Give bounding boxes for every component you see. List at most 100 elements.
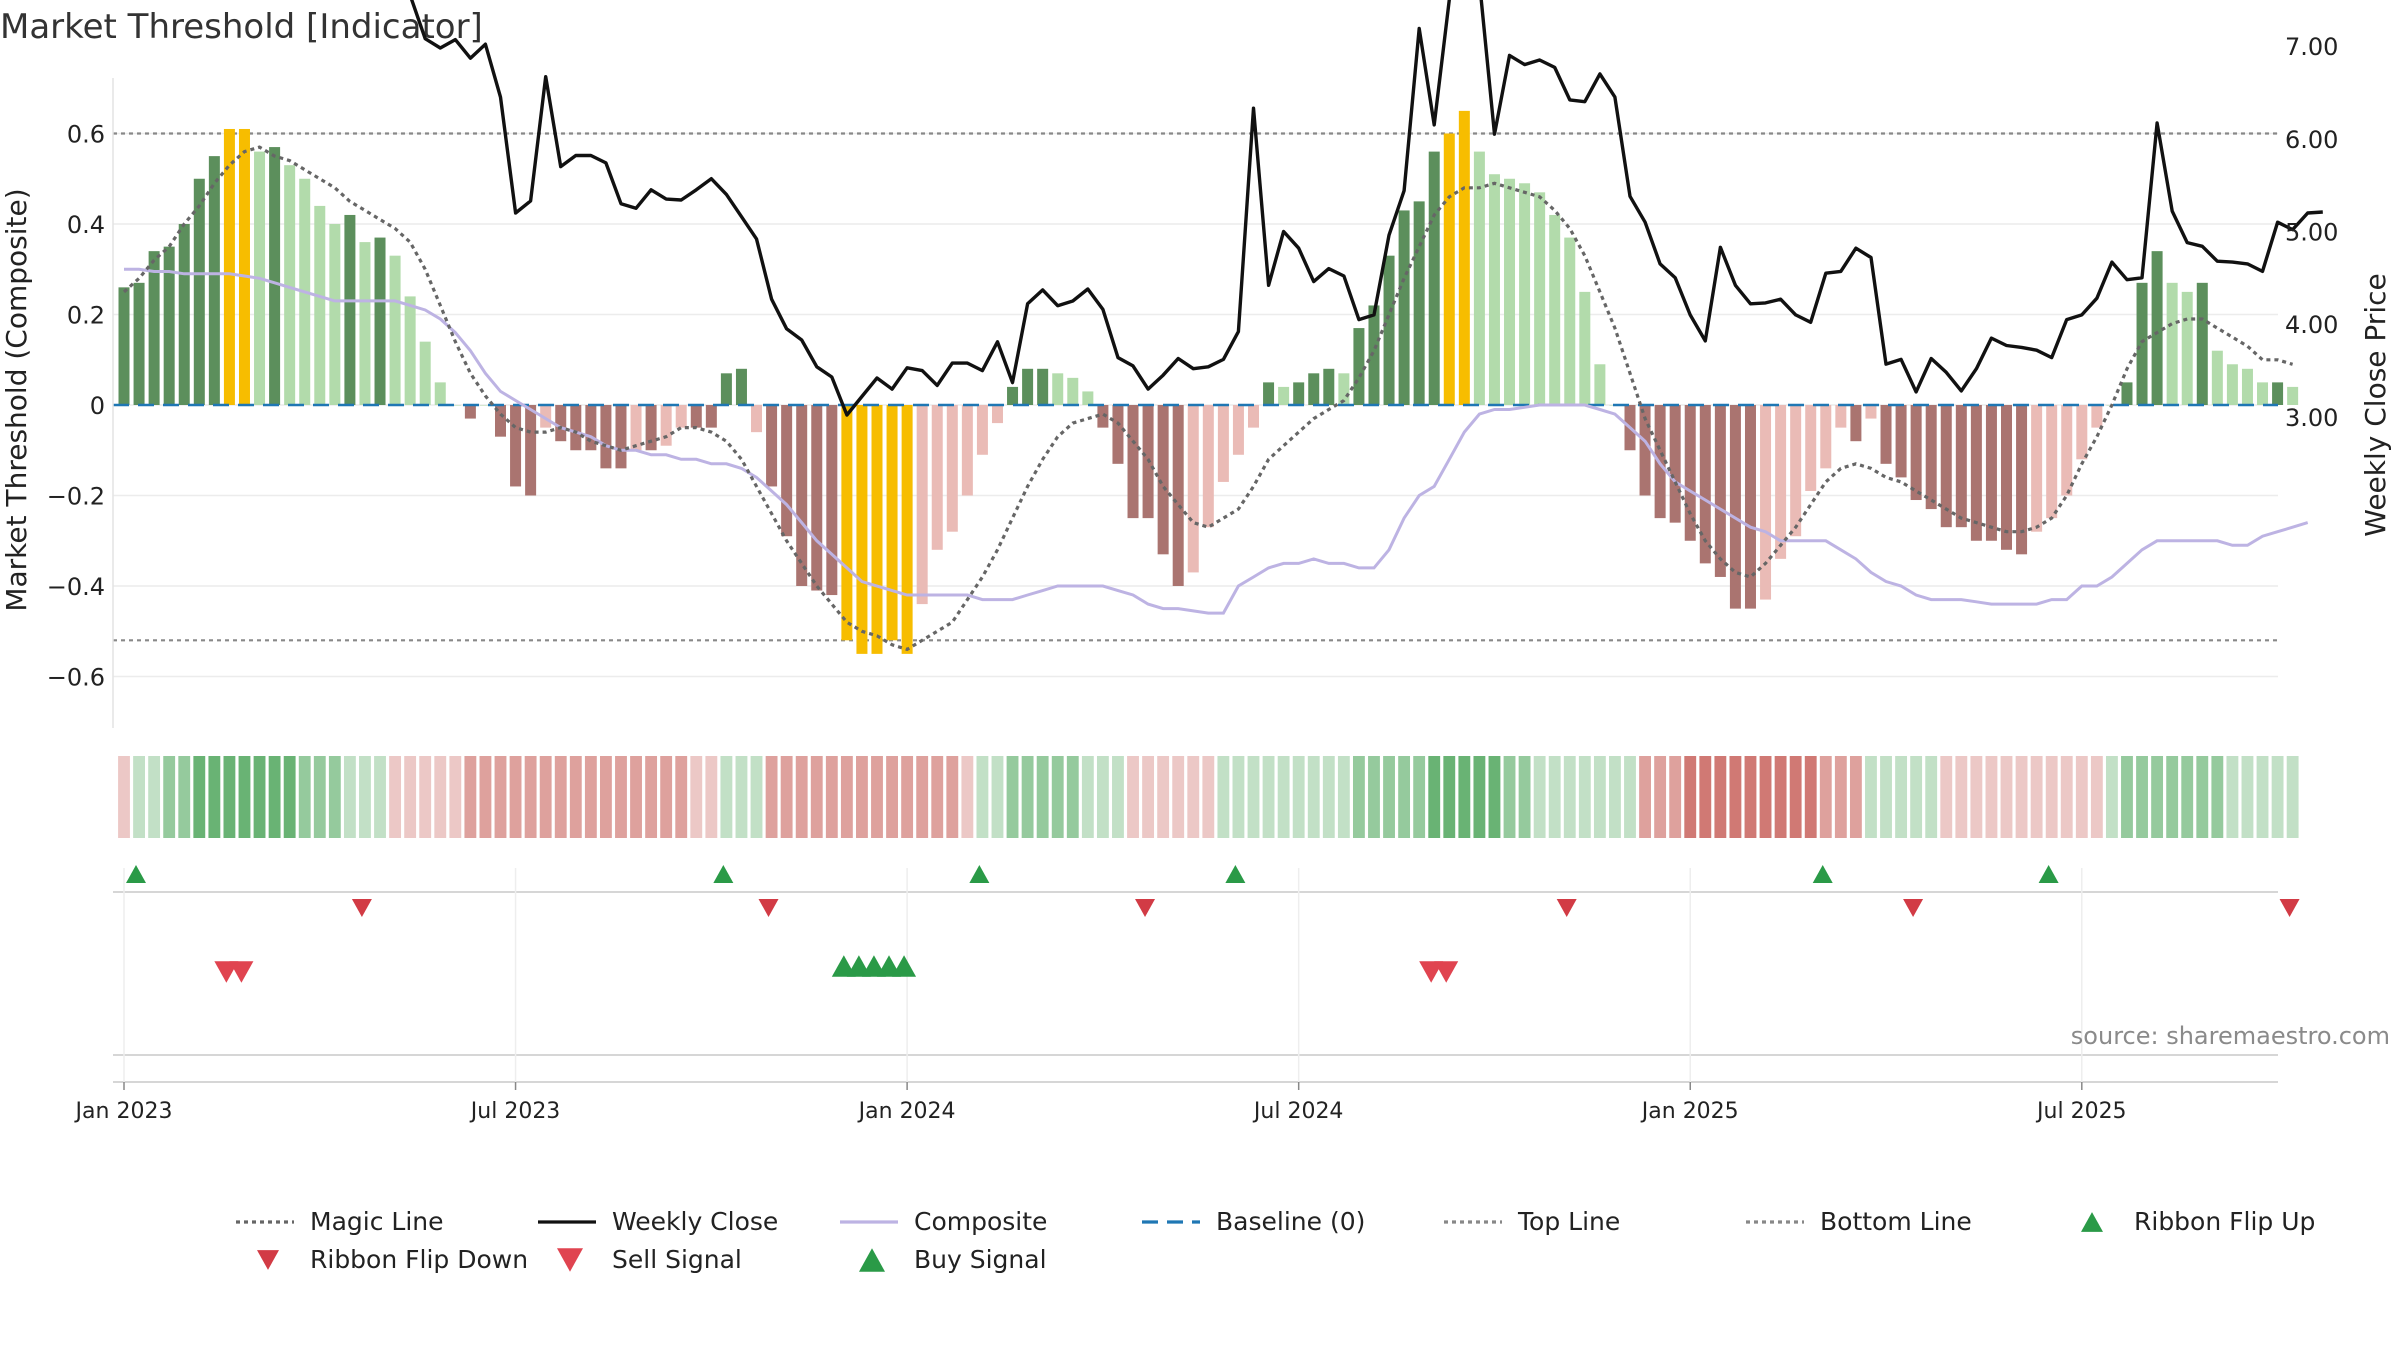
composite-bar (1443, 133, 1455, 405)
ribbon-cell (2060, 756, 2073, 838)
composite-bar (916, 405, 928, 605)
left-tick-label: 0.2 (67, 302, 105, 330)
x-tick-label: Jan 2023 (74, 1099, 173, 1124)
composite-bar (1820, 405, 1832, 469)
composite-bar (2272, 382, 2284, 405)
ribbon-cell (735, 756, 748, 838)
composite-bar (2121, 382, 2133, 405)
composite-bar (1699, 405, 1711, 564)
composite-bar (434, 382, 446, 405)
buy-signal-marker (861, 955, 886, 977)
composite-bar (1278, 386, 1290, 405)
ribbon-cell (1955, 756, 1968, 838)
ribbon-cell (1624, 756, 1636, 838)
left-tick-label: 0.6 (67, 121, 105, 149)
ribbon-cell (2136, 756, 2148, 838)
sell-signal-marker (214, 961, 239, 983)
composite-bar (1022, 368, 1034, 405)
ribbon-cell (554, 756, 567, 838)
ribbon-cell (298, 756, 311, 838)
composite-bar (178, 224, 190, 405)
ribbon-cell (1051, 756, 1064, 838)
composite-bar (2196, 282, 2208, 405)
composite-bar (1473, 151, 1485, 405)
legend-label: Sell Signal (612, 1245, 742, 1274)
ribbon-cell (1774, 756, 1787, 838)
ribbon-cell (1699, 756, 1712, 838)
ribbon-cell (283, 756, 296, 838)
composite-bar (600, 405, 612, 469)
composite-bar (946, 405, 958, 532)
composite-bar (615, 405, 627, 469)
ribbon-cell (1202, 756, 1215, 838)
composite-bar (2241, 368, 2253, 405)
composite-bar (2181, 291, 2193, 405)
ribbon-cell (223, 756, 236, 838)
weekly-close-line (409, 0, 2323, 417)
magic-line (122, 145, 2294, 652)
ribbon-cell (2226, 756, 2239, 838)
ribbon-cell (795, 756, 808, 838)
ribbon-cell (2090, 756, 2103, 838)
ribbon-cell (1865, 756, 1877, 838)
ribbon-cell (1443, 756, 1456, 838)
composite-bar (2091, 405, 2103, 428)
left-tick-label: −0.2 (47, 483, 105, 511)
ribbon-cell (1744, 756, 1757, 838)
buy-signal-marker (892, 955, 917, 977)
right-tick-label: 6.00 (2285, 126, 2338, 154)
composite-bar (645, 405, 657, 451)
ribbon-cell (1021, 756, 1034, 838)
legend-label: Baseline (0) (1216, 1207, 1365, 1236)
ribbon-cell (2000, 756, 2013, 838)
ribbon-cell (133, 756, 145, 838)
ribbon-flip-up-marker (969, 865, 990, 883)
ribbon-cell (238, 756, 251, 838)
ribbon-cell (2196, 756, 2209, 838)
left-axis-label: Market Threshold (Composite) (0, 188, 33, 611)
composite-bar (886, 405, 898, 641)
composite-bar (359, 242, 371, 405)
ribbon-cell (1970, 756, 1983, 838)
composite-bar (690, 405, 702, 428)
ribbon-cell (1398, 756, 1411, 838)
composite-bar (961, 405, 973, 496)
composite-bar (1910, 405, 1922, 501)
composite-bar (464, 405, 476, 419)
composite-bar (1850, 405, 1862, 442)
composite-bar (1925, 405, 1937, 510)
ribbon-flip-down-marker (2279, 899, 2300, 917)
composite-bar (1639, 405, 1651, 496)
ribbon-cell (1322, 756, 1335, 838)
legend-label: Buy Signal (914, 1245, 1047, 1274)
composite-bar (118, 287, 130, 405)
ribbon-cell (916, 756, 929, 838)
composite-bars (118, 110, 2299, 654)
ribbon-cell (1684, 756, 1697, 838)
ribbon-cell (2181, 756, 2194, 838)
ribbon-flip-up-marker (1225, 865, 1246, 883)
ribbon-cell (1729, 756, 1742, 838)
ribbon-flip-up-marker (1812, 865, 1833, 883)
chart-title: Market Threshold [Indicator] (0, 7, 483, 47)
composite-bar (269, 147, 281, 405)
composite-bar (389, 255, 401, 405)
composite-bar (540, 405, 552, 428)
ribbon-cell (2151, 756, 2164, 838)
ribbon-cell (2121, 756, 2133, 838)
ribbon-cell (991, 756, 1004, 838)
composite-bar (1895, 405, 1907, 478)
ribbon-cell (1247, 756, 1260, 838)
composite-bar (856, 405, 868, 654)
composite-bar (208, 156, 220, 405)
composite-bar (901, 405, 913, 654)
ribbon-cell (840, 756, 853, 838)
ribbon-cell (1533, 756, 1546, 838)
composite-bar (479, 405, 491, 406)
ribbon-cell (1172, 756, 1185, 838)
ribbon-cell (2286, 756, 2299, 838)
composite-bar (223, 128, 235, 405)
ribbon-cell (1819, 756, 1832, 838)
ribbon-cell (1849, 756, 1862, 838)
composite-bar (1067, 377, 1079, 405)
